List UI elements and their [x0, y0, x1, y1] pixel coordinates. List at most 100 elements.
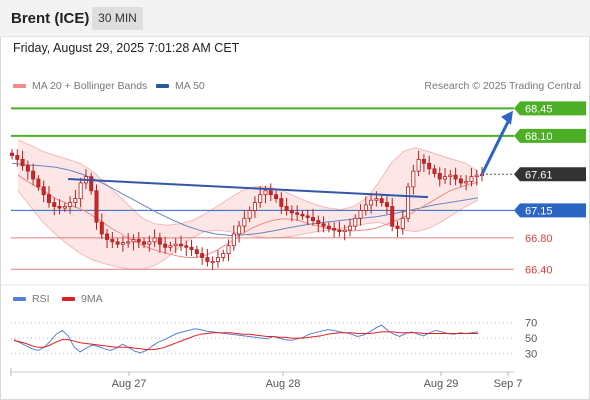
candle-body [326, 225, 331, 229]
candle-body [41, 186, 46, 196]
candle-body [99, 221, 104, 235]
legend-rsi-label: RSI [32, 293, 50, 305]
rsi-level-label-50: 50 [525, 333, 537, 345]
candle-body [427, 162, 432, 170]
candle-body [136, 239, 141, 243]
candle-body [258, 194, 263, 203]
candle-body [448, 174, 453, 178]
ma50-swatch [156, 84, 169, 89]
candle-body [25, 165, 30, 172]
legend-rsi-ma: 9MA [62, 293, 103, 305]
copyright-note: Research © 2025 Trading Central [424, 80, 581, 92]
candle-body [406, 186, 411, 219]
candle-body [437, 173, 442, 180]
candle-body [15, 155, 20, 160]
rsi-ma-line [13, 331, 478, 351]
candle-body [342, 229, 347, 233]
candle-body [73, 198, 78, 203]
candle-body [189, 246, 194, 251]
trendline [67, 178, 429, 199]
legend-rsi: RSI [13, 293, 50, 305]
candle-body [89, 176, 94, 192]
candle-body [400, 217, 405, 229]
candle-body [411, 170, 416, 188]
candle-body [178, 243, 183, 247]
candle-body [384, 202, 389, 207]
candle-body [31, 170, 36, 180]
timeframe-badge[interactable]: 30 MIN [92, 7, 143, 30]
candle-body [363, 204, 368, 211]
candle-body [252, 202, 257, 211]
candle-body [464, 180, 469, 184]
candle-body [332, 228, 337, 231]
candle-body [390, 206, 395, 227]
projection-arrow-head [501, 110, 513, 125]
candle-body [126, 241, 131, 244]
candle-body [432, 168, 437, 174]
candle-body [347, 225, 352, 231]
candle-body [52, 202, 57, 207]
candle-body [120, 242, 125, 245]
legend-bollinger: MA 20 + Bollinger Bands [13, 80, 147, 92]
candle-body [194, 249, 199, 254]
level-label-68-45-tag [514, 101, 586, 116]
level-label-67-61-tag [514, 167, 586, 182]
candle-body [358, 210, 363, 219]
level-label-67-61: 67.61 [525, 169, 553, 181]
candle-body [353, 217, 358, 227]
candle-body [157, 237, 162, 245]
candle-body [458, 178, 463, 184]
candle-body [226, 245, 231, 254]
level-label-68-10: 68.10 [525, 131, 553, 143]
candle-body [300, 213, 305, 217]
candle-body [395, 225, 400, 229]
candle-body [131, 239, 136, 243]
candle-body [321, 223, 326, 227]
candle-body [453, 174, 458, 180]
candle-body [337, 229, 342, 233]
candle-body [263, 190, 268, 196]
candle-body [416, 158, 421, 172]
candle-body [105, 233, 110, 240]
candle-body [379, 198, 384, 203]
level-label-67-15: 67.15 [525, 205, 553, 217]
candle-body [305, 215, 310, 218]
candle-body [46, 194, 51, 203]
candle-body [205, 257, 210, 262]
candle-body [200, 253, 205, 258]
candle-body [221, 253, 226, 258]
candle-body [115, 241, 120, 245]
candle-body [469, 176, 474, 182]
level-label-66-40: 66.40 [525, 264, 553, 276]
candle-body [173, 243, 178, 247]
candle-body [274, 194, 279, 200]
candle-body [210, 261, 215, 264]
instrument-title: Brent (ICE) [11, 10, 90, 27]
candle-body [142, 241, 147, 245]
legend-ma50-label: MA 50 [175, 80, 205, 92]
level-label-68-45: 68.45 [525, 103, 553, 115]
x-tick-label: Aug 27 [112, 378, 147, 390]
candle-body [184, 245, 189, 248]
candle-body [168, 245, 173, 248]
candle-body [62, 206, 67, 209]
rsi-swatch [13, 297, 26, 302]
candle-body [68, 202, 73, 207]
header-bar: Brent (ICE) 30 MIN [0, 0, 590, 37]
candle-body [289, 210, 294, 214]
candle-body [247, 210, 252, 219]
candle-body [311, 217, 316, 222]
candle-body [9, 152, 14, 156]
legend-ma50: MA 50 [156, 80, 205, 92]
candle-body [78, 182, 83, 200]
candle-body [369, 199, 374, 206]
timestamp: Friday, August 29, 2025 7:01:28 AM CET [13, 41, 240, 55]
candle-body [316, 220, 321, 225]
rsi-line [13, 324, 479, 354]
candle-body [443, 176, 448, 180]
level-label-66-80: 66.80 [525, 233, 553, 245]
legend-rsi-ma-label: 9MA [81, 293, 103, 305]
level-label-68-10-tag [514, 128, 586, 143]
candle-body [152, 237, 157, 243]
